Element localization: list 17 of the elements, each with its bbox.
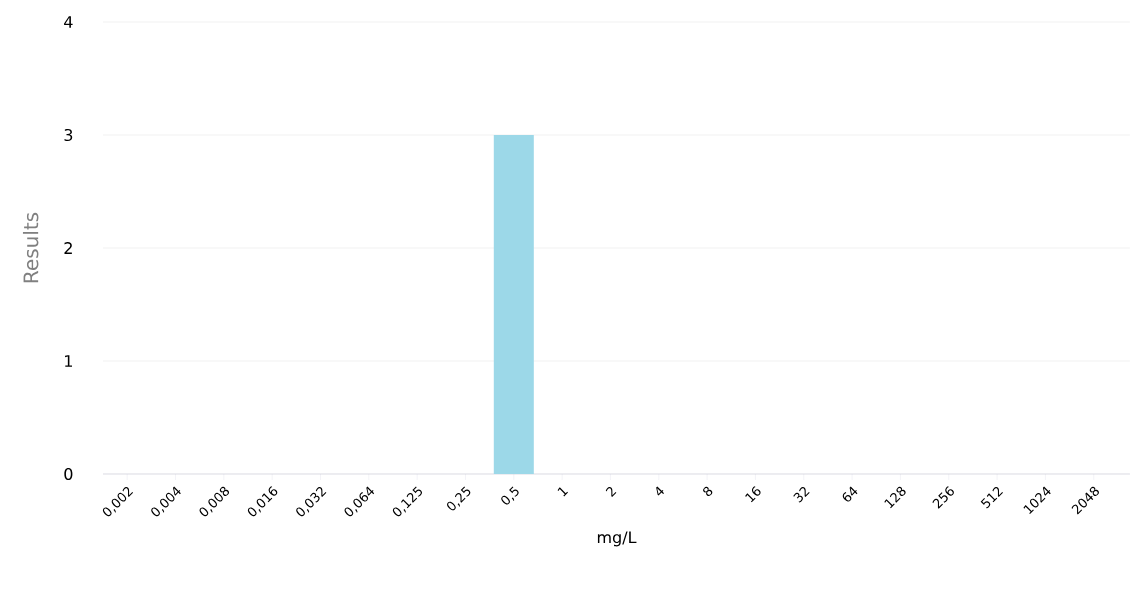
x-axis-title: mg/L (597, 531, 637, 547)
x-tick-label: 64 (842, 486, 858, 502)
x-tick-label: 2 (605, 487, 617, 497)
x-tick-label: 32 (793, 487, 810, 503)
y-tick-label: 2 (64, 242, 72, 254)
y-axis-title: Results (22, 212, 39, 283)
x-tick-label: 0,5 (501, 486, 519, 505)
x-tick-label: 8 (703, 486, 713, 497)
y-tick-label: 4 (64, 16, 73, 28)
y-tick-label: 1 (65, 355, 72, 367)
y-tick-label: 3 (64, 128, 73, 142)
x-tick-label: 128 (884, 486, 906, 509)
y-tick-label: 0 (64, 467, 73, 481)
x-tick-label: 1 (557, 487, 568, 497)
x-tick-label: 16 (745, 486, 761, 503)
x-tick-label: 4 (656, 486, 665, 496)
x-tick-label: 512 (980, 487, 1003, 509)
